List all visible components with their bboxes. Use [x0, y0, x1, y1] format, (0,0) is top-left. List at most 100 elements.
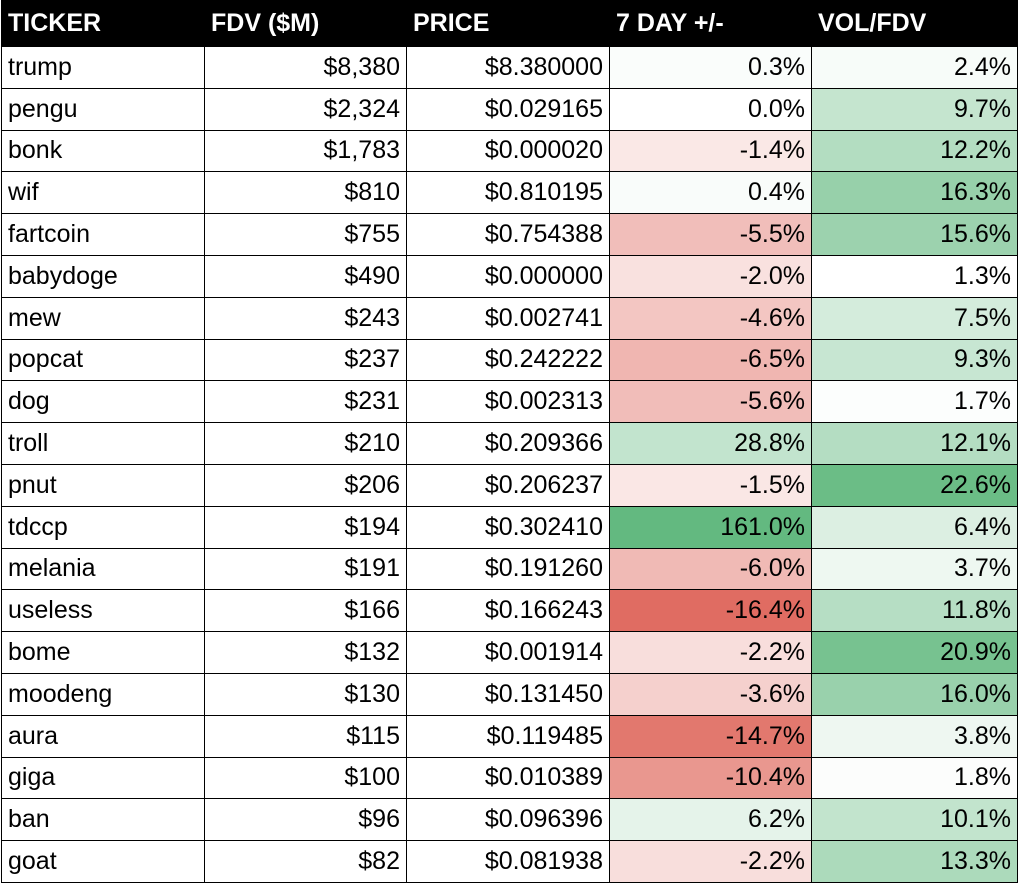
- cell-vol-fdv: 1.8%: [811, 756, 1018, 800]
- cell-fdv: $810: [204, 171, 407, 215]
- cell-ticker: bonk: [1, 129, 205, 173]
- table-row: goat $82 $0.081938 -2.2% 13.3%: [1, 840, 1018, 883]
- cell-ticker: pnut: [1, 463, 205, 507]
- cell-ticker: aura: [1, 714, 205, 758]
- header-row: TICKER FDV ($M) PRICE 7 DAY +/- VOL/FDV: [1, 0, 1018, 47]
- cell-fdv: $8,380: [204, 46, 407, 89]
- cell-vol-fdv: 1.3%: [811, 254, 1018, 298]
- cell-price: $0.191260: [406, 547, 610, 591]
- column-header-ticker: TICKER: [1, 0, 205, 47]
- cell-price: $0.754388: [406, 213, 610, 256]
- cell-ticker: babydoge: [1, 254, 205, 298]
- cell-vol-fdv: 6.4%: [811, 505, 1018, 549]
- table-row: bome $132 $0.001914 -2.2% 20.9%: [1, 631, 1018, 674]
- cell-ticker: goat: [1, 840, 205, 883]
- cell-vol-fdv: 3.8%: [811, 714, 1018, 758]
- cell-fdv: $1,783: [204, 129, 407, 173]
- table-row: melania $191 $0.191260 -6.0% 3.7%: [1, 547, 1018, 591]
- cell-7day-change: -5.5%: [609, 213, 812, 256]
- cell-vol-fdv: 22.6%: [811, 463, 1018, 507]
- cell-price: $0.000000: [406, 254, 610, 298]
- cell-price: $0.810195: [406, 171, 610, 215]
- cell-ticker: trump: [1, 46, 205, 89]
- cell-ticker: mew: [1, 296, 205, 340]
- cell-ticker: popcat: [1, 338, 205, 382]
- cell-price: $0.029165: [406, 87, 610, 131]
- table-row: tdccp $194 $0.302410 161.0% 6.4%: [1, 505, 1018, 549]
- cell-price: $0.166243: [406, 589, 610, 633]
- cell-ticker: dog: [1, 380, 205, 424]
- cell-7day-change: 0.3%: [609, 46, 812, 89]
- cell-7day-change: -2.0%: [609, 254, 812, 298]
- table-body: trump $8,380 $8.380000 0.3% 2.4% pengu $2,324 $…: [1, 46, 1018, 883]
- cell-vol-fdv: 9.7%: [811, 87, 1018, 131]
- cell-price: $0.206237: [406, 463, 610, 507]
- table-row: troll $210 $0.209366 28.8% 12.1%: [1, 422, 1018, 465]
- cell-7day-change: -1.4%: [609, 129, 812, 173]
- table-row: dog $231 $0.002313 -5.6% 1.7%: [1, 380, 1018, 424]
- table-row: fartcoin $755 $0.754388 -5.5% 15.6%: [1, 213, 1018, 256]
- cell-vol-fdv: 12.2%: [811, 129, 1018, 173]
- table-row: babydoge $490 $0.000000 -2.0% 1.3%: [1, 254, 1018, 298]
- cell-price: $0.096396: [406, 798, 610, 842]
- cell-7day-change: 161.0%: [609, 505, 812, 549]
- table-row: moodeng $130 $0.131450 -3.6% 16.0%: [1, 672, 1018, 716]
- cell-7day-change: -1.5%: [609, 463, 812, 507]
- cell-price: $0.209366: [406, 422, 610, 465]
- cell-vol-fdv: 7.5%: [811, 296, 1018, 340]
- cell-7day-change: -10.4%: [609, 756, 812, 800]
- cell-vol-fdv: 2.4%: [811, 46, 1018, 89]
- cell-7day-change: -4.6%: [609, 296, 812, 340]
- cell-vol-fdv: 13.3%: [811, 840, 1018, 883]
- cell-ticker: moodeng: [1, 672, 205, 716]
- cell-price: $0.131450: [406, 672, 610, 716]
- cell-fdv: $130: [204, 672, 407, 716]
- cell-price: $0.081938: [406, 840, 610, 883]
- cell-fdv: $115: [204, 714, 407, 758]
- table-row: pengu $2,324 $0.029165 0.0% 9.7%: [1, 87, 1018, 131]
- cell-7day-change: -14.7%: [609, 714, 812, 758]
- cell-ticker: wif: [1, 171, 205, 215]
- cell-vol-fdv: 10.1%: [811, 798, 1018, 842]
- cell-price: $0.010389: [406, 756, 610, 800]
- cell-7day-change: -6.0%: [609, 547, 812, 591]
- cell-fdv: $231: [204, 380, 407, 424]
- cell-fdv: $755: [204, 213, 407, 256]
- cell-7day-change: 0.0%: [609, 87, 812, 131]
- cell-fdv: $210: [204, 422, 407, 465]
- cell-fdv: $206: [204, 463, 407, 507]
- table-row: aura $115 $0.119485 -14.7% 3.8%: [1, 714, 1018, 758]
- cell-ticker: melania: [1, 547, 205, 591]
- cell-fdv: $100: [204, 756, 407, 800]
- table-row: bonk $1,783 $0.000020 -1.4% 12.2%: [1, 129, 1018, 173]
- cell-price: $0.001914: [406, 631, 610, 674]
- cell-fdv: $243: [204, 296, 407, 340]
- cell-vol-fdv: 9.3%: [811, 338, 1018, 382]
- cell-ticker: bome: [1, 631, 205, 674]
- cell-ticker: tdccp: [1, 505, 205, 549]
- cell-ticker: fartcoin: [1, 213, 205, 256]
- cell-ticker: ban: [1, 798, 205, 842]
- cell-fdv: $2,324: [204, 87, 407, 131]
- cell-fdv: $132: [204, 631, 407, 674]
- cell-7day-change: -16.4%: [609, 589, 812, 633]
- cell-fdv: $191: [204, 547, 407, 591]
- cell-price: $0.002741: [406, 296, 610, 340]
- cell-7day-change: -5.6%: [609, 380, 812, 424]
- table-row: ban $96 $0.096396 6.2% 10.1%: [1, 798, 1018, 842]
- table-row: trump $8,380 $8.380000 0.3% 2.4%: [1, 46, 1018, 89]
- cell-ticker: useless: [1, 589, 205, 633]
- cell-vol-fdv: 15.6%: [811, 213, 1018, 256]
- cell-price: $0.242222: [406, 338, 610, 382]
- cell-fdv: $490: [204, 254, 407, 298]
- cell-fdv: $237: [204, 338, 407, 382]
- cell-7day-change: -3.6%: [609, 672, 812, 716]
- cell-fdv: $82: [204, 840, 407, 883]
- table-row: useless $166 $0.166243 -16.4% 11.8%: [1, 589, 1018, 633]
- cell-price: $0.000020: [406, 129, 610, 173]
- column-header-7day-change: 7 DAY +/-: [609, 0, 812, 47]
- table-row: mew $243 $0.002741 -4.6% 7.5%: [1, 296, 1018, 340]
- cell-ticker: troll: [1, 422, 205, 465]
- cell-vol-fdv: 12.1%: [811, 422, 1018, 465]
- table-row: pnut $206 $0.206237 -1.5% 22.6%: [1, 463, 1018, 507]
